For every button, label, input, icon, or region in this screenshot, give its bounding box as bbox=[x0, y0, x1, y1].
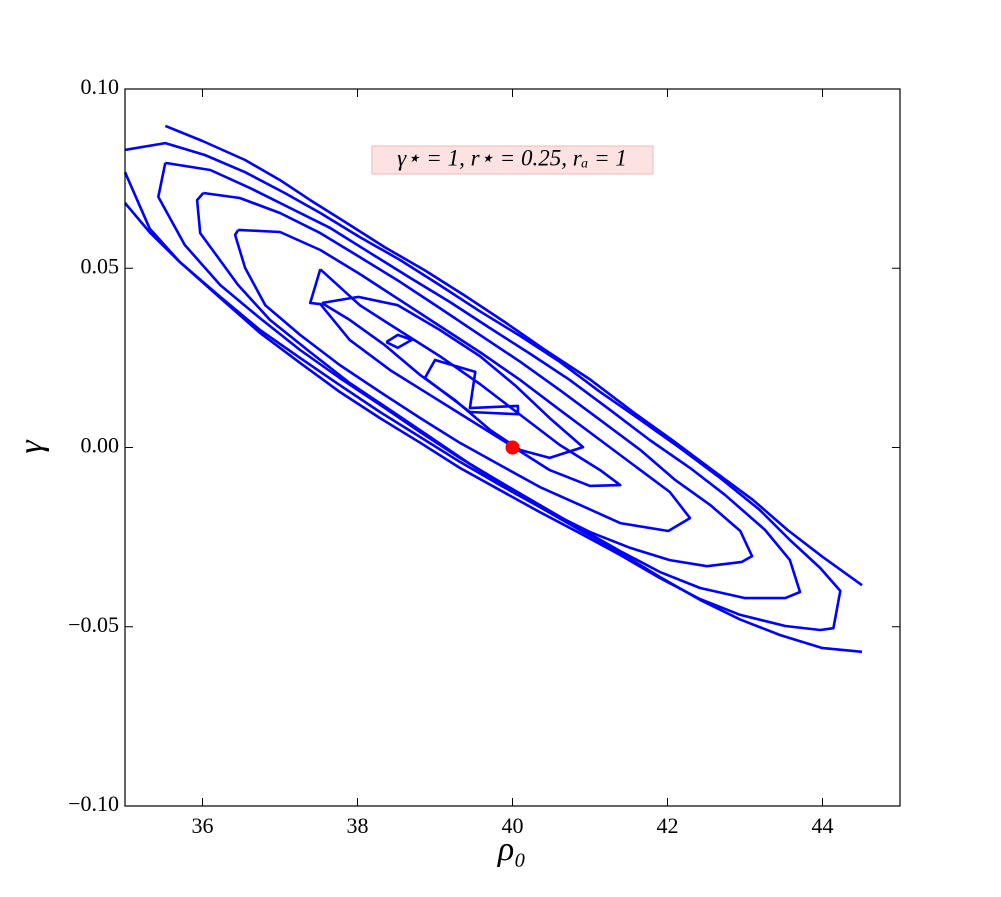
x-axis-label: ρ₀ bbox=[497, 831, 526, 868]
x-tick-label: 42 bbox=[657, 813, 679, 838]
x-tick-label: 40 bbox=[502, 813, 524, 838]
x-tick-label: 38 bbox=[347, 813, 369, 838]
y-tick-label: −0.10 bbox=[68, 791, 119, 816]
contour-line bbox=[233, 228, 692, 533]
y-tick-label: 0.00 bbox=[81, 433, 120, 458]
contour-line bbox=[385, 333, 520, 416]
y-axis-label: γ bbox=[13, 439, 50, 454]
contour-line bbox=[123, 141, 842, 632]
y-tick-label: 0.10 bbox=[81, 74, 120, 99]
y-tick-label: 0.05 bbox=[81, 253, 120, 278]
x-tick-label: 44 bbox=[812, 813, 834, 838]
annotation-box bbox=[371, 145, 654, 175]
contour-line bbox=[321, 295, 585, 460]
annotation: γ⋆ = 1, r⋆ = 0.25, rₐ = 1 bbox=[397, 145, 627, 170]
contour-line bbox=[308, 268, 622, 488]
contour-line bbox=[157, 161, 802, 600]
x-tick-label: 36 bbox=[192, 813, 214, 838]
y-tick-label: −0.05 bbox=[68, 612, 119, 637]
marker-point bbox=[505, 440, 520, 455]
contour-line bbox=[195, 191, 754, 568]
